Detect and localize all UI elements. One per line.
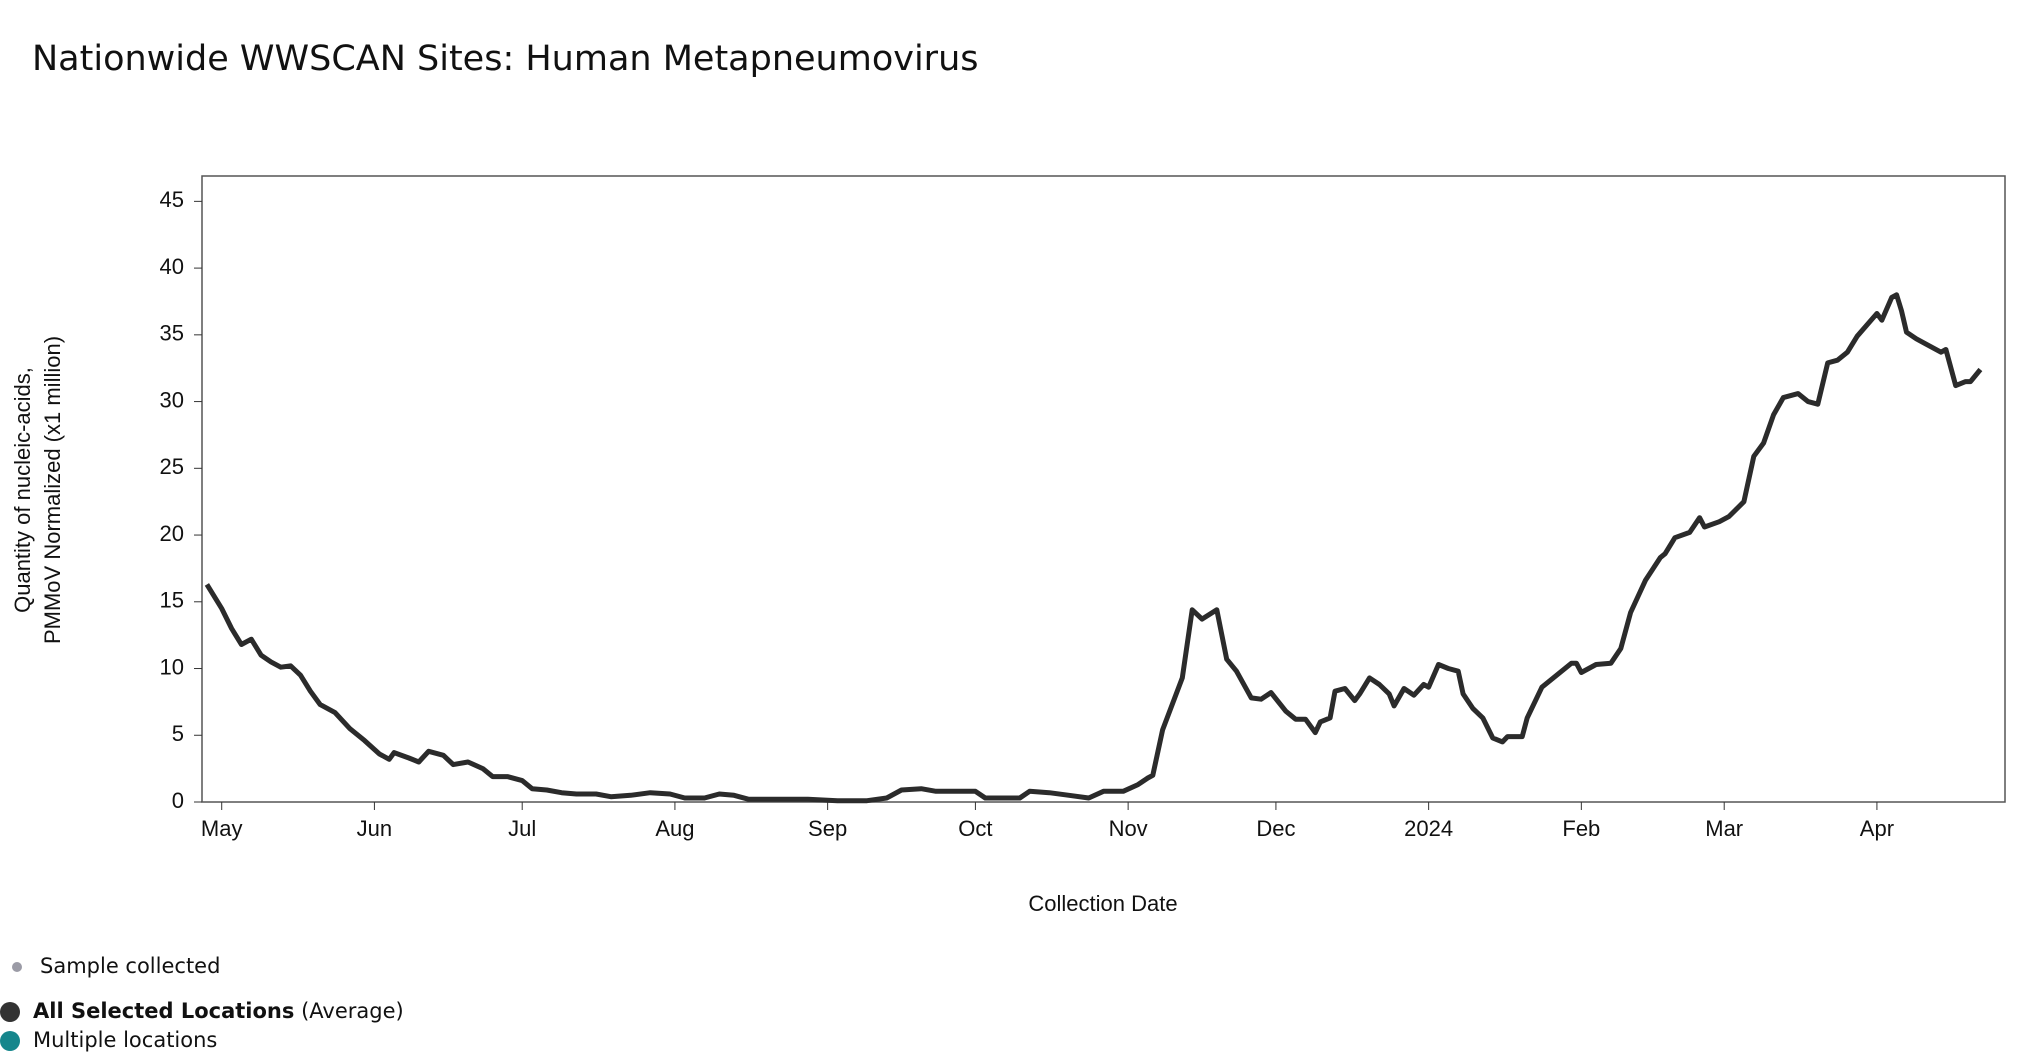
- x-tick-label: Oct: [958, 816, 992, 841]
- y-tick-label: 0: [172, 788, 184, 813]
- x-tick-label: Aug: [655, 816, 694, 841]
- plot-frame: [201, 175, 2006, 803]
- x-axis-label: Collection Date: [1028, 891, 1177, 916]
- y-tick-label: 45: [160, 187, 184, 212]
- y-axis-label-line: Quantity of nucleic-acids,: [10, 367, 35, 613]
- x-tick-label: Nov: [1109, 816, 1148, 841]
- legend-label: Sample collected: [40, 954, 220, 978]
- x-tick-label: 2024: [1404, 816, 1453, 841]
- x-tick-label: Dec: [1256, 816, 1295, 841]
- x-tick-label: Jul: [508, 816, 536, 841]
- y-axis-label-line: PMMoV Normalized (x1 million): [40, 336, 65, 644]
- y-tick-label: 10: [160, 654, 184, 679]
- legend-label: All Selected Locations (Average): [33, 999, 404, 1023]
- x-tick-label: Apr: [1860, 816, 1894, 841]
- legend-marker: [0, 1031, 20, 1051]
- y-tick-label: 15: [160, 588, 184, 613]
- chart-title: Nationwide WWSCAN Sites: Human Metapneum…: [32, 39, 979, 79]
- y-axis-label: Quantity of nucleic-acids, PMMoV Normali…: [10, 336, 65, 644]
- legend-marker: [0, 1002, 20, 1022]
- legend-label-bold: All Selected Locations: [33, 999, 294, 1023]
- x-tick-label: Mar: [1705, 816, 1743, 841]
- x-tick-label: Jun: [357, 816, 392, 841]
- legend-label: Multiple locations: [33, 1028, 217, 1052]
- x-tick-label: May: [201, 816, 243, 841]
- x-tick-label: Feb: [1562, 816, 1600, 841]
- legend-marker: [12, 962, 22, 972]
- y-tick-label: 30: [160, 387, 184, 412]
- y-tick-label: 20: [160, 521, 184, 546]
- y-tick-label: 5: [172, 721, 184, 746]
- data-line: [204, 292, 1983, 804]
- y-tick-label: 35: [160, 321, 184, 346]
- x-tick-label: Sep: [808, 816, 847, 841]
- legend-note: (Average): [301, 999, 404, 1023]
- y-tick-label: 40: [160, 254, 184, 279]
- y-tick-label: 25: [160, 454, 184, 479]
